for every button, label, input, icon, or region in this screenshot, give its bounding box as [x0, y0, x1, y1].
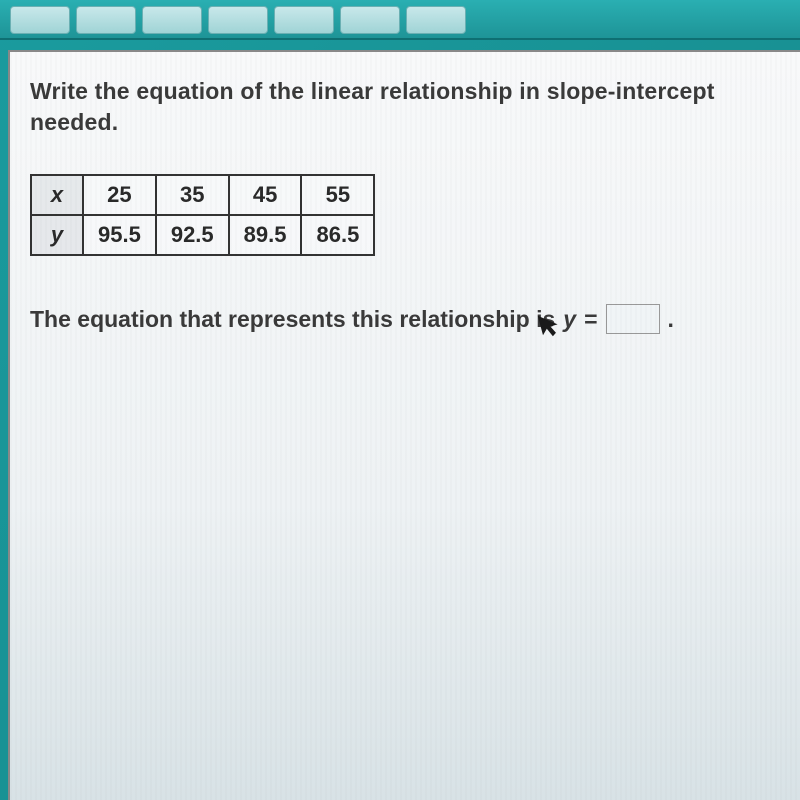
table-cell: 95.5 — [83, 215, 156, 255]
answer-input[interactable] — [606, 304, 660, 334]
row-header-y: y — [31, 215, 83, 255]
table-row: y 95.5 92.5 89.5 86.5 — [31, 215, 374, 255]
answer-prefix: The equation that represents this relati… — [30, 306, 555, 333]
question-panel: Write the equation of the linear relatio… — [8, 50, 800, 800]
toolbar-button[interactable] — [76, 6, 136, 34]
toolbar-button[interactable] — [142, 6, 202, 34]
toolbar-button[interactable] — [10, 6, 70, 34]
xy-table: x 25 35 45 55 y 95.5 92.5 89.5 86.5 — [30, 174, 375, 256]
toolbar-button[interactable] — [340, 6, 400, 34]
answer-line: The equation that represents this relati… — [30, 304, 780, 334]
question-line2: needed. — [30, 109, 118, 135]
table-cell: 25 — [83, 175, 156, 215]
answer-period: . — [668, 306, 674, 333]
table-cell: 86.5 — [301, 215, 374, 255]
row-header-x: x — [31, 175, 83, 215]
answer-equals: = — [584, 306, 597, 333]
table-row: x 25 35 45 55 — [31, 175, 374, 215]
table-cell: 55 — [301, 175, 374, 215]
answer-variable: y — [563, 306, 576, 333]
toolbar-button[interactable] — [274, 6, 334, 34]
table-cell: 92.5 — [156, 215, 229, 255]
screen-texture — [10, 52, 800, 800]
toolbar-button[interactable] — [406, 6, 466, 34]
top-toolbar — [0, 0, 800, 40]
question-line1: Write the equation of the linear relatio… — [30, 78, 715, 104]
toolbar-button[interactable] — [208, 6, 268, 34]
table-cell: 45 — [229, 175, 302, 215]
table-cell: 89.5 — [229, 215, 302, 255]
table-cell: 35 — [156, 175, 229, 215]
question-prompt: Write the equation of the linear relatio… — [30, 76, 780, 138]
